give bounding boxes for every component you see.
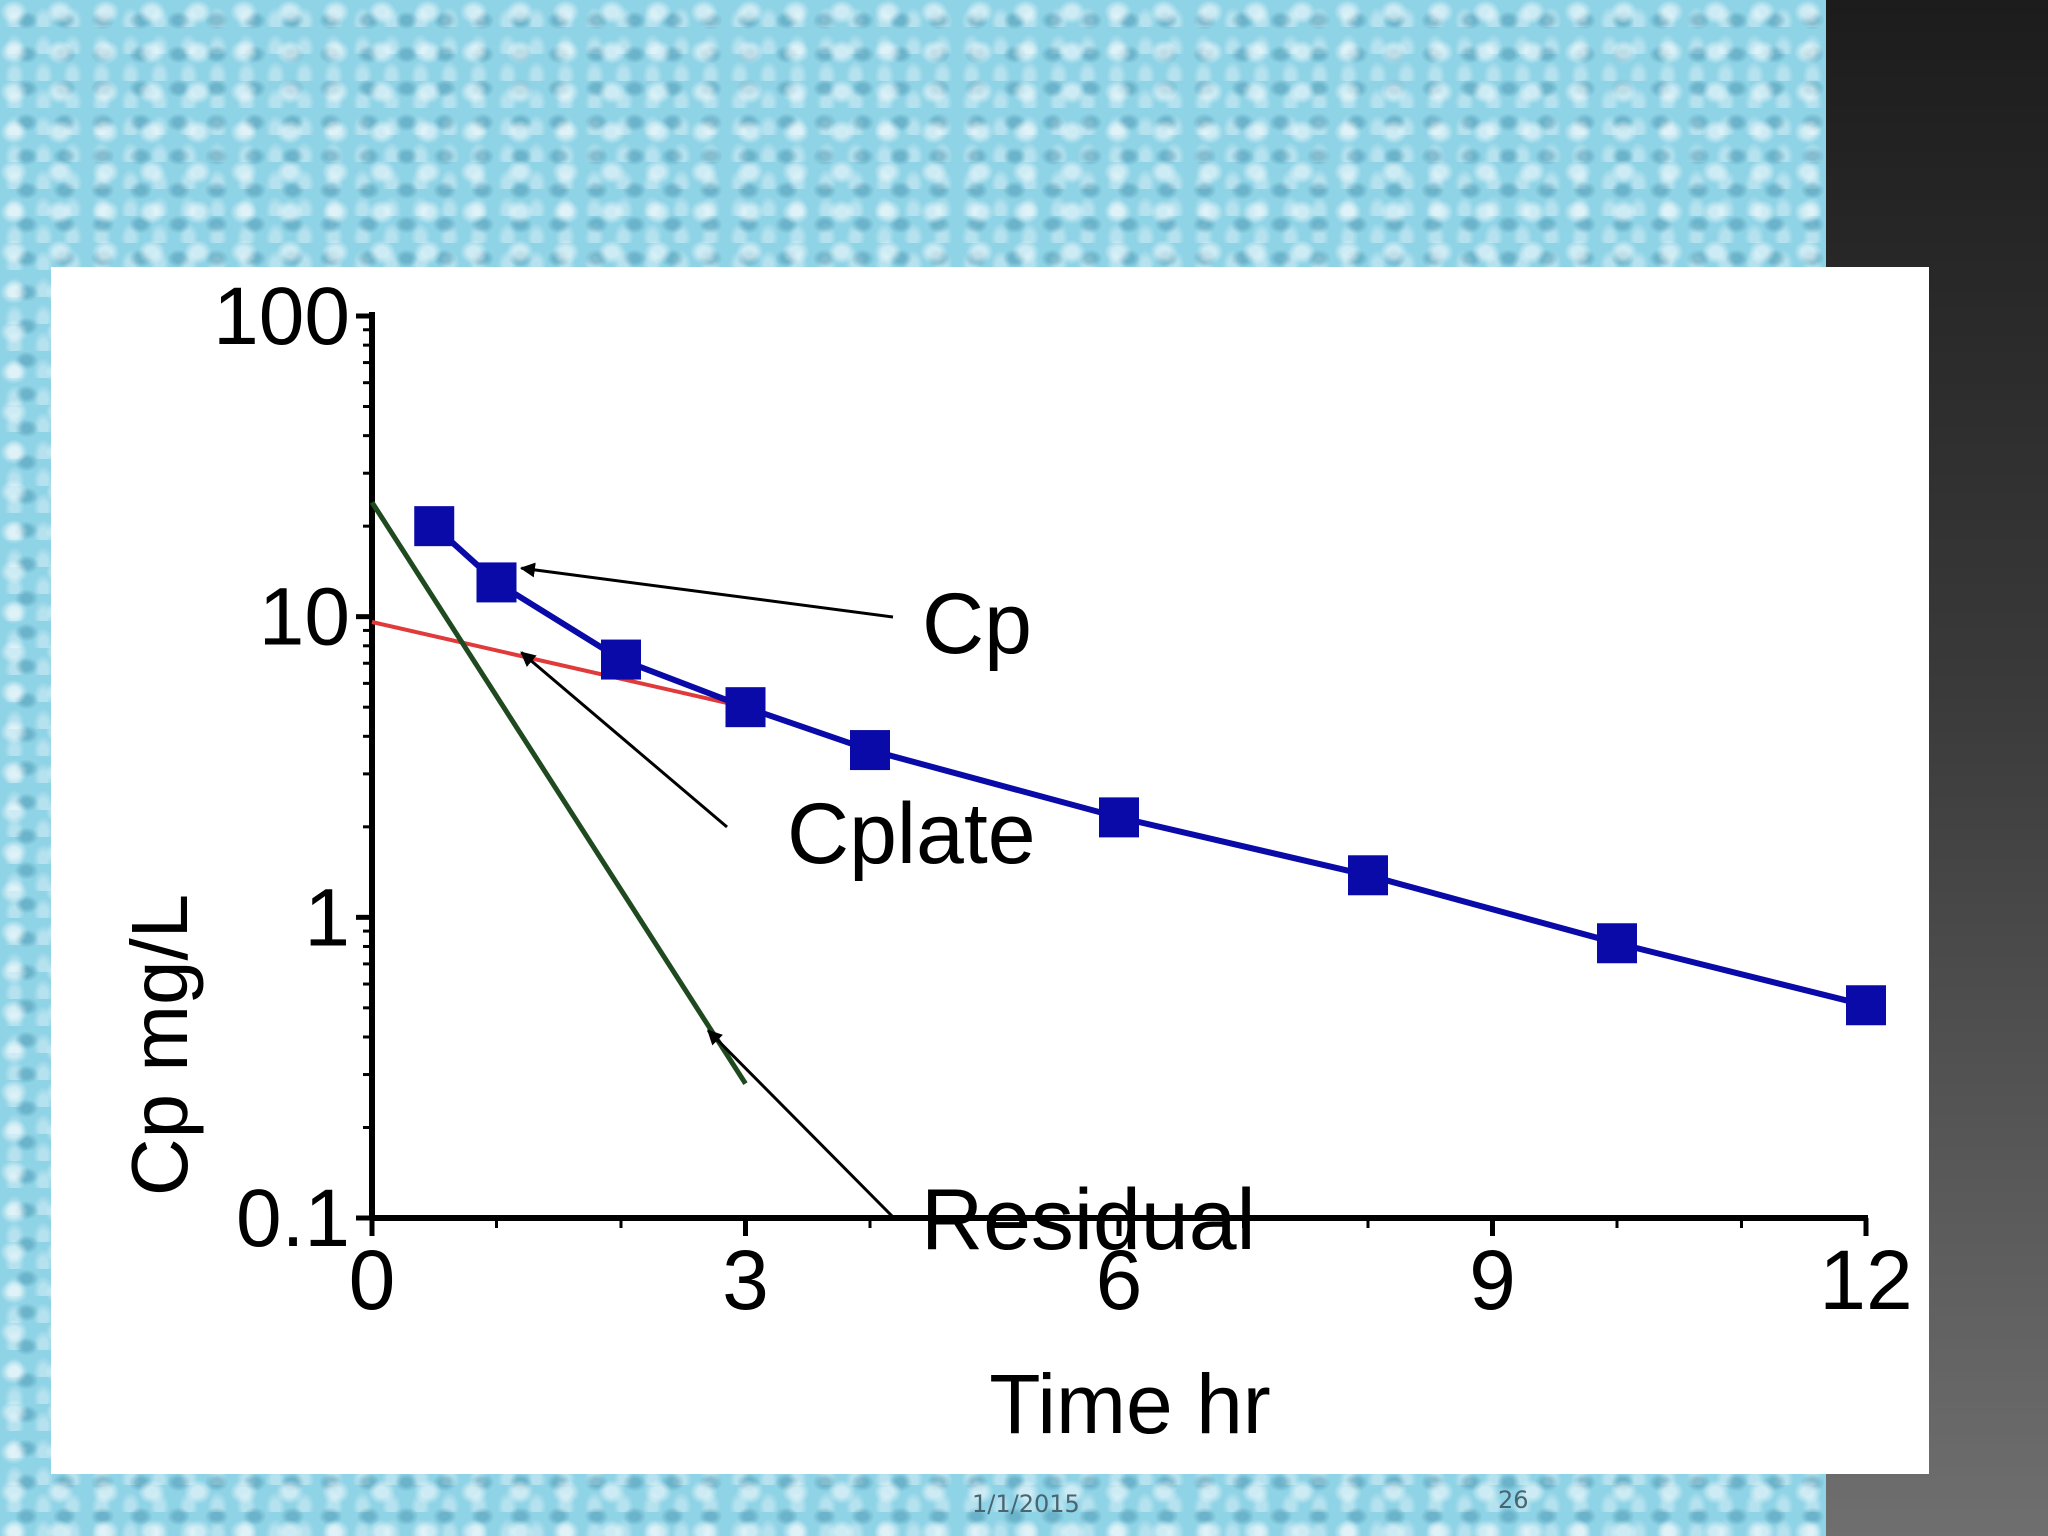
annotation-arrow-cplate bbox=[520, 651, 728, 829]
y-tick-label: 0.1 bbox=[236, 1173, 350, 1264]
data-point-cp bbox=[1099, 797, 1139, 838]
data-point-cp bbox=[414, 506, 455, 547]
series-lines bbox=[369, 500, 1867, 1085]
y-tick-label: 1 bbox=[304, 872, 350, 963]
x-axis-label: Time hr bbox=[989, 1357, 1271, 1451]
axes: 0.1 1 10 100 0 3 6 9 12 bbox=[213, 271, 1913, 1327]
data-point-cp bbox=[1348, 855, 1388, 896]
series-line-residual bbox=[369, 500, 748, 1085]
y-tick-label: 100 bbox=[213, 271, 350, 362]
x-tick-label: 3 bbox=[722, 1233, 769, 1327]
chart-svg: 0.1 1 10 100 0 3 6 9 12 Cp Cplate Residual Time hr… bbox=[115, 271, 1913, 1451]
annotation-arrow-residual bbox=[707, 1029, 895, 1219]
x-tick-label: 9 bbox=[1469, 1233, 1516, 1327]
data-point-cp bbox=[476, 562, 517, 603]
annotations: Cp Cplate Residual bbox=[519, 562, 1256, 1268]
data-point-cp bbox=[1597, 923, 1637, 964]
annotation-label-cp: Cp bbox=[922, 576, 1032, 672]
data-markers bbox=[414, 506, 1886, 1026]
chart-card: 0.1 1 10 100 0 3 6 9 12 Cp Cplate Residual Time hr… bbox=[51, 267, 1929, 1474]
series-line-cplate bbox=[371, 620, 746, 710]
data-point-cp bbox=[1846, 985, 1886, 1026]
footer-page-number: 26 bbox=[1498, 1486, 1529, 1514]
annotation-label-residual: Residual bbox=[921, 1172, 1256, 1268]
annotation-arrow-cp bbox=[519, 562, 894, 619]
x-tick-label: 6 bbox=[1096, 1233, 1143, 1327]
y-axis-label: Cp mg/L bbox=[115, 894, 204, 1196]
x-tick-label: 12 bbox=[1819, 1233, 1912, 1327]
data-point-cp bbox=[601, 639, 641, 680]
annotation-label-cplate: Cplate bbox=[787, 786, 1036, 882]
data-point-cp bbox=[850, 730, 890, 771]
data-point-cp bbox=[725, 687, 766, 728]
y-tick-label: 10 bbox=[259, 572, 350, 663]
x-tick-label: 0 bbox=[349, 1233, 396, 1327]
footer-date: 1/1/2015 bbox=[972, 1490, 1080, 1518]
